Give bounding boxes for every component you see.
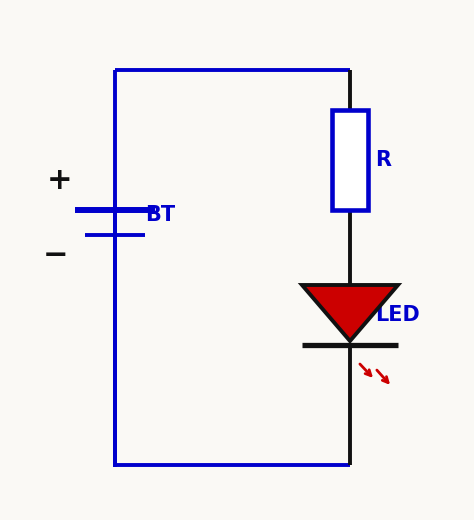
Text: +: + [47, 165, 73, 194]
Bar [332, 110, 368, 210]
Polygon shape [302, 285, 398, 341]
Text: −: − [42, 241, 68, 269]
Text: LED: LED [375, 305, 420, 325]
Text: R: R [375, 150, 391, 170]
Text: BT: BT [145, 205, 175, 225]
